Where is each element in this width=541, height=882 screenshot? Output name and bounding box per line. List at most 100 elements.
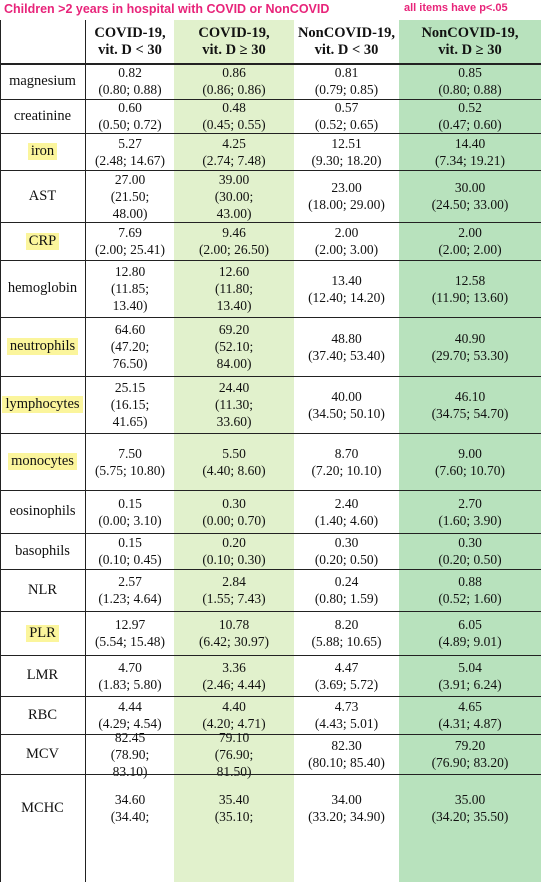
table-row: AST 27.00 (21.50; 48.00) 39.00 (30.00; 43.00) 2… [0,170,541,222]
interquartile-range: (4.31; 4.87) [438,716,502,731]
value-cell: 4.44 (4.29; 4.54) [86,696,174,734]
median-value: 4.65 [458,699,482,714]
interquartile-range: (4.29; 4.54) [98,716,162,731]
value-cell: 0.82 (0.80; 0.88) [86,63,174,99]
row-divider [0,569,541,570]
interquartile-range: (4.40; 8.60) [202,462,266,478]
value-cell: 5.50 (4.40; 8.60) [174,433,294,490]
value-cell: 2.84 (1.55; 7.43) [174,569,294,611]
value-cell: 0.86 (0.86; 0.86) [174,63,294,99]
value-cell: 27.00 (21.50; 48.00) [86,170,174,222]
interquartile-range: (4.20; 4.71) [202,716,266,731]
median-value: 2.70 [458,495,482,511]
row-divider [0,655,541,656]
interquartile-range: (0.45; 0.55) [202,117,266,132]
median-value: 48.80 [331,330,362,346]
value-cell: 12.80 (11.85; 13.40) [86,260,174,317]
median-value: 13.40 [331,272,362,288]
value-cell: 4.70 (1.83; 5.80) [86,655,174,696]
value-cell: 0.20 (0.10; 0.30) [174,533,294,569]
value-cell: 48.80 (37.40; 53.40) [294,317,399,376]
interquartile-range: (34.50; 50.10) [308,405,385,421]
interquartile-range: 13.40) [112,298,148,313]
interquartile-range: (9.30; 18.20) [311,152,382,168]
interquartile-range: (18.00; 29.00) [308,197,385,212]
interquartile-range: (2.46; 4.44) [202,676,266,692]
table-row: neutrophils 64.60 (47.20; 76.50) 69.20 (52.10… [0,317,541,376]
median-value: 79.10 [218,729,250,745]
table-row: NLR 2.57 (1.23; 4.64) 2.84 (1.55; 7.43) 0.24 (… [0,569,541,611]
header-noncovid-low: NonCOVID-19, vit. D < 30 [294,20,399,63]
table-row: MCHC 34.60 (34.40; 35.40 (35.10; 34.00 (33.20;… [0,774,541,842]
interquartile-range: (33.20; 34.90) [308,809,385,824]
interquartile-range: (2.48; 14.67) [94,152,166,168]
interquartile-range: (1.40; 4.60) [314,512,379,528]
interquartile-range: (11.90; 13.60) [431,289,509,305]
median-value: 0.24 [334,574,359,589]
row-label: RBC [0,696,85,734]
value-cell: 79.20 (76.90; 83.20) [399,734,541,774]
row-label-text: iron [27,143,58,160]
value-cell: 35.40 (35.10; [174,774,294,842]
median-value: 12.80 [114,264,146,279]
interquartile-range: 13.40) [216,298,252,313]
header-line: COVID-19, [94,24,166,41]
value-cell: 9.00 (7.60; 10.70) [399,433,541,490]
value-cell: 0.30 (0.20; 0.50) [399,533,541,569]
value-cell: 2.40 (1.40; 4.60) [294,490,399,533]
row-label: iron [0,133,85,170]
interquartile-range: 41.65) [112,414,148,429]
interquartile-range: (12.40; 14.20) [308,289,385,305]
value-cell: 6.05 (4.89; 9.01) [399,611,541,655]
interquartile-range: 33.60) [216,414,252,429]
median-value: 35.40 [218,792,250,807]
banner: Children >2 years in hospital with COVID… [0,0,541,20]
median-value: 79.20 [454,738,486,753]
interquartile-range: (0.80; 0.88) [438,82,502,97]
interquartile-range: (1.23; 4.64) [98,591,162,606]
interquartile-range: (0.10; 0.45) [98,552,162,567]
value-cell: 2.00 (2.00; 2.00) [399,222,541,260]
value-cell: 30.00 (24.50; 33.00) [399,170,541,222]
interquartile-range: (3.69; 5.72) [314,676,379,692]
interquartile-range: (0.00; 0.70) [202,512,266,528]
interquartile-range: (5.75; 10.80) [94,462,166,478]
value-cell: 64.60 (47.20; 76.50) [86,317,174,376]
table-row: RBC 4.44 (4.29; 4.54) 4.40 (4.20; 4.71) 4.73 (… [0,696,541,734]
interquartile-range: (5.54; 15.48) [94,634,166,649]
header-line: COVID-19, [198,24,270,41]
value-cell: 7.69 (2.00; 25.41) [86,222,174,260]
interquartile-range: (4.89; 9.01) [438,634,502,649]
value-cell: 12.58 (11.90; 13.60) [399,260,541,317]
row-label: neutrophils [0,317,85,376]
column-highlight-noncovid-high [399,20,541,882]
median-value: 4.47 [334,659,359,675]
table-row: creatinine 0.60 (0.50; 0.72) 0.48 (0.45; 0.5… [0,99,541,133]
row-label: hemoglobin [0,260,85,317]
value-cell: 0.30 (0.20; 0.50) [294,533,399,569]
median-value: 0.57 [334,100,359,115]
value-cell: 3.36 (2.46; 4.44) [174,655,294,696]
median-value: 2.84 [222,574,246,589]
row-label-text: magnesium [9,72,76,89]
median-value: 8.70 [334,445,359,461]
median-value: 9.00 [458,445,482,461]
table-row: CRP 7.69 (2.00; 25.41) 9.46 (2.00; 26.50) 2.0… [0,222,541,260]
median-value: 4.25 [222,135,246,151]
value-cell: 4.65 (4.31; 4.87) [399,696,541,734]
header-covid-high: COVID-19, vit. D ≥ 30 [174,20,294,63]
interquartile-range: (29.70; 53.30) [431,347,509,363]
row-label-text: MCV [25,745,60,762]
median-value: 10.78 [218,617,250,632]
value-cell: 12.97 (5.54; 15.48) [86,611,174,655]
interquartile-range: (11.80; [214,281,254,296]
value-cell: 0.60 (0.50; 0.72) [86,99,174,133]
row-label-text: basophils [15,542,70,559]
value-cell: 0.85 (0.80; 0.88) [399,63,541,99]
median-value: 14.40 [454,135,486,151]
interquartile-range: (37.40; 53.40) [308,347,385,363]
interquartile-range: 48.00) [112,205,148,221]
value-cell: 34.60 (34.40; [86,774,174,842]
row-label: AST [0,170,85,222]
value-cell: 4.73 (4.43; 5.01) [294,696,399,734]
